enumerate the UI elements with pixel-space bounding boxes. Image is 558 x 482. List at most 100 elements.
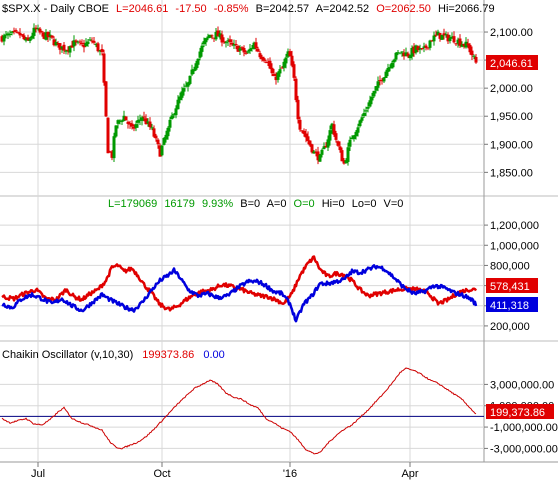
- candle-body: [204, 38, 208, 43]
- candle-body: [244, 52, 248, 54]
- candle-body: [276, 72, 280, 80]
- candle-body: [412, 46, 416, 54]
- candle-body: [418, 48, 422, 50]
- symbol-label: $SPX.X - Daily CBOE: [2, 3, 109, 15]
- last-price: L=2046.61: [116, 3, 168, 15]
- candle-body: [208, 34, 212, 38]
- candle-body: [4, 34, 8, 36]
- candle-body: [108, 151, 112, 153]
- oscillator-value: 199373.86: [142, 349, 194, 361]
- candle-body: [232, 43, 236, 46]
- candle-body: [52, 39, 56, 46]
- candle-body: [30, 35, 34, 39]
- candle-body: [252, 42, 256, 50]
- y-tick-label: 1,000,000: [490, 240, 539, 252]
- candle-body: [130, 123, 134, 127]
- vol-change: 16179: [164, 198, 195, 210]
- candle-body: [368, 100, 372, 107]
- candle-body: [366, 107, 370, 109]
- candle-body: [36, 28, 40, 30]
- oscillator-tag-box: [486, 404, 554, 419]
- candle-body: [462, 43, 466, 46]
- candle-body: [292, 64, 296, 78]
- bid-price: B=2042.57: [256, 3, 310, 15]
- candle-body: [354, 131, 358, 137]
- candle-body: [70, 45, 74, 48]
- candle-body: [110, 151, 114, 158]
- candle-body: [270, 67, 274, 74]
- candle-body: [396, 52, 400, 54]
- candle-body: [124, 116, 128, 121]
- vol-low: Lo=0: [352, 198, 377, 210]
- candle-body: [62, 44, 66, 51]
- x-tick-label: Jul: [31, 468, 45, 480]
- oscillator-signal-value: 0.00: [203, 349, 224, 361]
- candle-body: [360, 117, 364, 121]
- y-tick-label: 2,000.00: [490, 83, 533, 95]
- candle-body: [112, 136, 116, 159]
- candle-body: [152, 128, 156, 137]
- candle-body: [236, 45, 240, 52]
- price-tag-label: 2,046.61: [490, 58, 533, 70]
- volume-tag-red: 578,431: [486, 278, 538, 293]
- candle-body: [468, 44, 472, 53]
- candle-body: [382, 77, 386, 82]
- candle-body: [2, 35, 6, 42]
- candle-body: [226, 40, 230, 42]
- candle-body: [444, 34, 448, 36]
- candle-body: [334, 133, 338, 140]
- candle-body: [22, 35, 26, 40]
- candle-body: [286, 51, 290, 57]
- candle-body: [424, 45, 428, 48]
- candle-body: [150, 127, 154, 129]
- candle-body: [380, 79, 384, 82]
- candle-body: [428, 40, 432, 48]
- candle-body: [446, 34, 450, 42]
- candle-body: [224, 42, 228, 44]
- candle-body: [442, 33, 446, 36]
- candle-body: [172, 114, 176, 116]
- oscillator-line: [0, 367, 484, 455]
- candle-body: [472, 55, 476, 57]
- candle-body: [278, 69, 282, 74]
- candle-body: [170, 115, 174, 120]
- candle-body: [132, 126, 136, 129]
- volume-tag-red-box: [486, 278, 538, 293]
- candle-body: [90, 40, 94, 42]
- candle-body: [302, 130, 306, 134]
- candle-body: [394, 52, 398, 60]
- candle-body: [186, 82, 190, 87]
- candle-body: [58, 43, 62, 50]
- candle-body: [464, 41, 468, 48]
- candle-body: [190, 69, 194, 75]
- candle-body: [138, 119, 142, 121]
- candle-body: [218, 33, 222, 38]
- candle-body: [148, 121, 152, 128]
- candle-body: [312, 151, 316, 154]
- candle-body: [12, 30, 16, 32]
- candle-body: [214, 31, 218, 40]
- candle-body: [364, 110, 368, 112]
- price-tag: 2,046.61: [486, 55, 538, 70]
- candle-body: [434, 34, 438, 36]
- candle-body: [176, 99, 180, 110]
- high-price: Hi=2066.79: [438, 3, 495, 15]
- vol-bid: B=0: [240, 198, 260, 210]
- candle-body: [258, 53, 262, 58]
- candle-body: [470, 50, 474, 56]
- candle-body: [34, 27, 38, 29]
- candle-body: [408, 55, 412, 59]
- candle-body: [314, 152, 318, 154]
- candle-body: [310, 144, 314, 153]
- candle-body: [256, 48, 260, 52]
- candle-body: [342, 160, 346, 164]
- candle-body: [450, 36, 454, 39]
- candle-body: [120, 120, 124, 122]
- candle-body: [386, 67, 390, 72]
- candle-body: [416, 46, 420, 51]
- candle-body: [126, 121, 130, 124]
- candle-body: [234, 44, 238, 46]
- candle-body: [402, 52, 406, 57]
- candle-body: [0, 36, 4, 42]
- candle-body: [164, 134, 168, 140]
